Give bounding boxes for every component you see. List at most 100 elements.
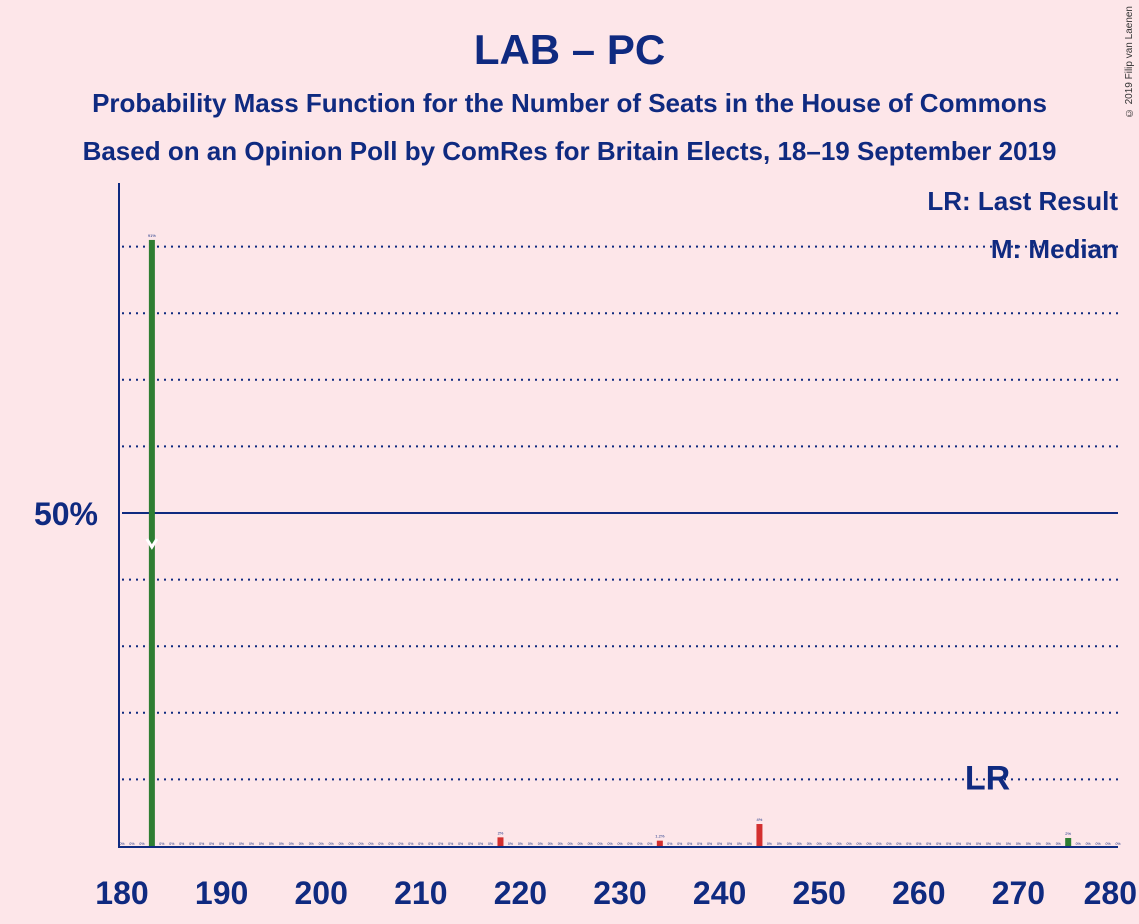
zero-label-267: 0% (986, 842, 991, 846)
zero-label-251: 0% (827, 842, 832, 846)
chart-subtitle: Probability Mass Function for the Number… (92, 88, 1047, 118)
zero-label-230: 0% (617, 842, 622, 846)
zero-label-235: 0% (667, 842, 672, 846)
zero-label-278: 0% (1096, 842, 1101, 846)
bar-218 (497, 837, 504, 846)
x-tick-label-270: 270 (992, 875, 1045, 911)
zero-label-187: 0% (189, 842, 194, 846)
zero-label-212: 0% (438, 842, 443, 846)
zero-label-257: 0% (886, 842, 891, 846)
zero-label-203: 0% (349, 842, 354, 846)
x-tick-label-280: 280 (1084, 875, 1137, 911)
zero-label-222: 0% (538, 842, 543, 846)
zero-label-211: 0% (428, 842, 433, 846)
zero-label-215: 0% (468, 842, 473, 846)
zero-label-259: 0% (906, 842, 911, 846)
zero-label-279: 0% (1106, 842, 1111, 846)
x-tick-label-190: 190 (195, 875, 248, 911)
zero-label-274: 0% (1056, 842, 1061, 846)
zero-label-209: 0% (408, 842, 413, 846)
zero-label-276: 0% (1076, 842, 1081, 846)
zero-label-272: 0% (1036, 842, 1041, 846)
zero-label-226: 0% (578, 842, 583, 846)
zero-label-196: 0% (279, 842, 284, 846)
zero-label-214: 0% (458, 842, 463, 846)
legend-last-result: LR: Last Result (927, 186, 1118, 216)
bar-275 (1065, 838, 1072, 846)
bars: 0% 0% 0% 0% 0% 0% 0% 0% 0% 0% 0% 0% 0% 0% 0% 0% 0% 0% 0% 0%… (119, 233, 1121, 846)
zero-label-277: 0% (1086, 842, 1091, 846)
zero-label-236: 0% (677, 842, 682, 846)
zero-label-261: 0% (926, 842, 931, 846)
zero-label-201: 0% (329, 842, 334, 846)
legend: LR: Last Result M: Median (927, 186, 1118, 264)
zero-label-229: 0% (608, 842, 613, 846)
zero-label-200: 0% (319, 842, 324, 846)
zero-label-204: 0% (359, 842, 364, 846)
zero-label-256: 0% (876, 842, 881, 846)
bar-label-234: 1.2% (655, 834, 665, 839)
zero-label-189: 0% (209, 842, 214, 846)
zero-label-180: 0% (119, 842, 124, 846)
zero-label-262: 0% (936, 842, 941, 846)
median-marker (145, 538, 159, 550)
zero-label-190: 0% (219, 842, 224, 846)
zero-label-186: 0% (179, 842, 184, 846)
zero-label-264: 0% (956, 842, 961, 846)
bar-label-244: 4% (757, 817, 763, 822)
zero-label-241: 0% (727, 842, 732, 846)
gridlines (122, 245, 1118, 781)
zero-label-249: 0% (807, 842, 812, 846)
zero-label-254: 0% (857, 842, 862, 846)
zero-label-219: 0% (508, 842, 513, 846)
zero-label-239: 0% (707, 842, 712, 846)
zero-label-266: 0% (976, 842, 981, 846)
zero-label-227: 0% (588, 842, 593, 846)
zero-label-228: 0% (598, 842, 603, 846)
zero-label-225: 0% (568, 842, 573, 846)
zero-label-245: 0% (767, 842, 772, 846)
zero-label-233: 0% (647, 842, 652, 846)
zero-label-217: 0% (488, 842, 493, 846)
y-tick-label-50: 50% (34, 496, 98, 532)
zero-label-252: 0% (837, 842, 842, 846)
zero-label-263: 0% (946, 842, 951, 846)
zero-label-220: 0% (518, 842, 523, 846)
zero-label-253: 0% (847, 842, 852, 846)
zero-label-243: 0% (747, 842, 752, 846)
zero-label-208: 0% (398, 842, 403, 846)
zero-label-182: 0% (139, 842, 144, 846)
zero-label-198: 0% (299, 842, 304, 846)
zero-label-213: 0% (448, 842, 453, 846)
zero-label-205: 0% (368, 842, 373, 846)
zero-label-195: 0% (269, 842, 274, 846)
x-tick-label-240: 240 (693, 875, 746, 911)
zero-label-199: 0% (309, 842, 314, 846)
x-tick-label-230: 230 (593, 875, 646, 911)
zero-label-280: 0% (1115, 842, 1120, 846)
zero-label-185: 0% (169, 842, 174, 846)
zero-label-197: 0% (289, 842, 294, 846)
bar-234 (656, 840, 663, 846)
zero-label-255: 0% (866, 842, 871, 846)
zero-label-202: 0% (339, 842, 344, 846)
zero-label-270: 0% (1016, 842, 1021, 846)
last-result-label: LR (965, 759, 1010, 797)
zero-label-271: 0% (1026, 842, 1031, 846)
zero-label-231: 0% (627, 842, 632, 846)
x-tick-label-260: 260 (892, 875, 945, 911)
bar-label-275: 2% (1065, 831, 1071, 836)
x-tick-label-210: 210 (394, 875, 447, 911)
zero-label-191: 0% (229, 842, 234, 846)
axes: 50% LR 180 190 200 210 220 230 240 250 260 270 280 (34, 183, 1137, 911)
zero-label-242: 0% (737, 842, 742, 846)
bar-label-183: 91% (148, 233, 156, 238)
zero-label-260: 0% (916, 842, 921, 846)
zero-label-238: 0% (697, 842, 702, 846)
zero-label-207: 0% (388, 842, 393, 846)
zero-label-184: 0% (159, 842, 164, 846)
zero-label-258: 0% (896, 842, 901, 846)
zero-label-223: 0% (548, 842, 553, 846)
zero-label-193: 0% (249, 842, 254, 846)
